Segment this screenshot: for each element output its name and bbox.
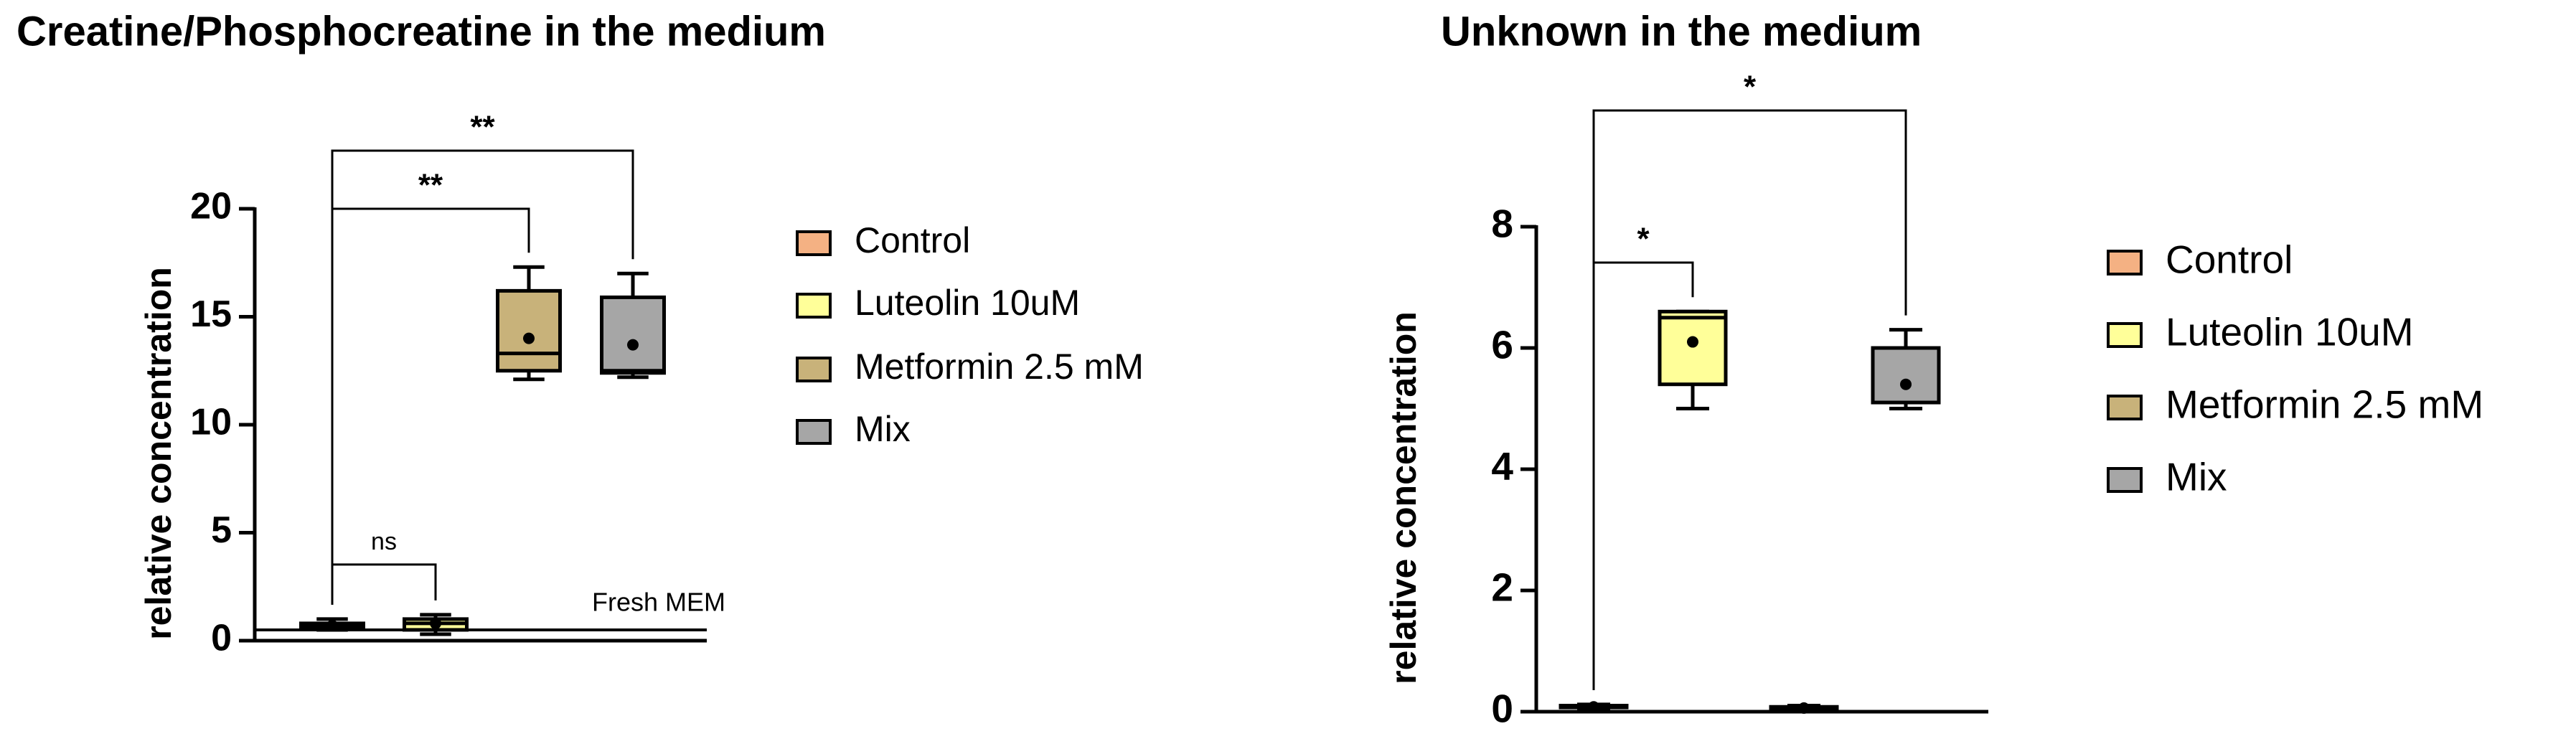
- y-tick-label: 10: [190, 402, 232, 443]
- legend-label: Luteolin 10uM: [2166, 310, 2414, 354]
- box: [1658, 309, 1728, 387]
- legend-label: Mix: [2166, 455, 2227, 499]
- significance-bracket: [331, 563, 437, 605]
- mean: [1798, 702, 1810, 714]
- y-tick-label: 8: [1491, 202, 1513, 246]
- reference-label: Fresh MEM: [592, 587, 725, 616]
- significance-bracket: [331, 207, 530, 605]
- mean: [1900, 378, 1912, 390]
- y-tick-label: 0: [1491, 687, 1513, 731]
- chart-title: Creatine/Phosphocreatine in the medium: [17, 8, 826, 55]
- significance-bracket: [331, 149, 634, 605]
- legend-label: Control: [2166, 237, 2293, 282]
- y-tick-label: 4: [1491, 444, 1513, 489]
- y-axis-label: relative concentration: [1383, 311, 1424, 684]
- legend-swatch: [2107, 250, 2143, 275]
- legend-label: Control: [855, 220, 970, 260]
- mean: [430, 617, 441, 629]
- significance-bracket: [1592, 109, 1907, 690]
- box: [600, 295, 666, 375]
- y-tick-label: 0: [211, 618, 232, 659]
- legend-label: Luteolin 10uM: [855, 283, 1080, 323]
- significance-label: **: [418, 168, 443, 203]
- legend-label: Mix: [855, 409, 911, 449]
- legend-swatch: [796, 230, 832, 256]
- y-tick-label: 6: [1491, 323, 1513, 367]
- mean: [627, 339, 639, 351]
- significance-label: *: [1637, 222, 1650, 257]
- significance-label: *: [1744, 70, 1757, 105]
- legend-label: Metformin 2.5 mM: [2166, 382, 2483, 427]
- box: [1871, 346, 1941, 405]
- legend-swatch: [2107, 467, 2143, 493]
- mean: [1588, 701, 1599, 713]
- legend-label: Metformin 2.5 mM: [855, 347, 1144, 387]
- y-tick-label: 5: [211, 509, 232, 551]
- legend-swatch: [2107, 322, 2143, 348]
- y-tick-label: 15: [190, 293, 232, 335]
- legend-swatch: [2107, 395, 2143, 420]
- significance-label: **: [470, 110, 495, 145]
- significance-label: ns: [371, 528, 397, 555]
- mean: [326, 619, 338, 631]
- box: [496, 288, 562, 373]
- mean: [1687, 336, 1698, 348]
- y-tick-label: 2: [1491, 565, 1513, 610]
- y-axis-label: relative concentration: [138, 267, 179, 640]
- y-tick-label: 20: [190, 186, 232, 227]
- legend-swatch: [796, 419, 832, 445]
- mean: [523, 332, 535, 344]
- legend-swatch: [796, 293, 832, 319]
- legend-swatch: [796, 357, 832, 382]
- chart-title: Unknown in the medium: [1441, 8, 1922, 55]
